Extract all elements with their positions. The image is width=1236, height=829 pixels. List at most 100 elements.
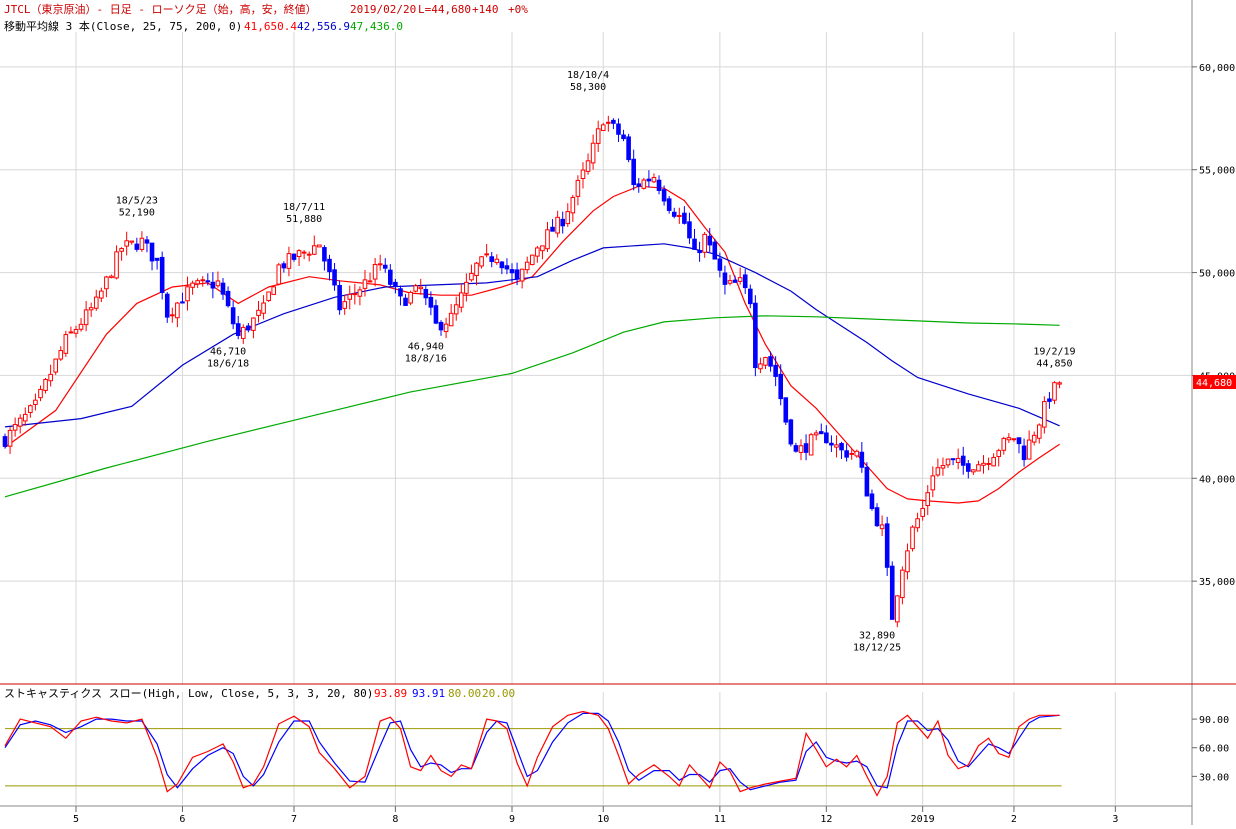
candle-body <box>311 245 317 255</box>
xtick-label: 3 <box>1112 814 1118 825</box>
candle-body <box>813 432 819 436</box>
stoch-header: ストキャスティクス スロー(High, Low, Close, 5, 3, 3,… <box>4 687 515 700</box>
annotation-label: 58,300 <box>570 82 606 93</box>
candle-body <box>357 289 363 297</box>
candle-body <box>737 277 743 282</box>
candle-body <box>433 305 439 324</box>
candle-body <box>514 269 520 280</box>
candle-body <box>362 279 368 289</box>
candle-body <box>966 463 971 472</box>
candle-body <box>986 462 991 465</box>
candle-body <box>301 251 307 254</box>
candle-body <box>489 256 495 262</box>
candle-body <box>884 523 890 568</box>
candle-body <box>418 286 424 290</box>
candle-body <box>337 285 342 311</box>
stoch-ytick-label: 30.00 <box>1199 772 1229 783</box>
candle-body <box>747 288 753 305</box>
chart-header: JTCL（東京原油）- 日足 - ローソク足（始，高，安，終値） 2019/02… <box>4 2 528 33</box>
candle-body <box>824 432 829 444</box>
candle-body <box>448 312 454 327</box>
candle-body <box>251 317 256 331</box>
candle-body <box>900 569 905 599</box>
candle-body <box>220 282 226 295</box>
xtick-label: 2019 <box>911 814 935 825</box>
candle-body <box>377 263 383 266</box>
candle-body <box>474 262 479 277</box>
candle-body <box>677 214 682 217</box>
candle-body <box>104 276 109 290</box>
candle-body <box>1036 424 1042 439</box>
candle-body <box>73 328 79 334</box>
candle-body <box>291 253 297 260</box>
candle-body <box>905 550 910 573</box>
candle-body <box>164 293 170 318</box>
candle-body <box>459 292 464 308</box>
candle-body <box>499 261 505 269</box>
candle-body <box>195 280 200 285</box>
candle-body <box>925 492 931 506</box>
candle-body <box>119 248 124 252</box>
candle-body <box>616 123 621 135</box>
candle-body <box>281 263 287 269</box>
candle-body <box>17 417 23 427</box>
candle-body <box>793 445 799 452</box>
candle-body <box>317 244 322 248</box>
candle-body <box>225 290 231 307</box>
candle-body <box>1047 398 1052 402</box>
candle-body <box>1001 437 1007 451</box>
candle-body <box>763 356 768 366</box>
annotation-label: 52,190 <box>119 208 155 219</box>
candle-body <box>585 160 591 172</box>
candle-body <box>413 285 418 292</box>
candle-body <box>611 119 616 124</box>
stoch-ytick-label: 90.00 <box>1199 715 1229 726</box>
candle-body <box>129 240 135 243</box>
candle-body <box>859 451 865 468</box>
candle-body <box>256 309 261 316</box>
candle-body <box>327 258 332 273</box>
candle-body <box>895 595 900 623</box>
candle-body <box>504 265 510 270</box>
candle-body <box>829 442 834 446</box>
candle-body <box>626 136 631 161</box>
candle-body <box>646 178 652 182</box>
candle-body <box>347 293 353 300</box>
candle-body <box>981 462 986 466</box>
candle-body <box>109 275 114 279</box>
candle-body <box>210 281 216 289</box>
xtick-label: 11 <box>714 814 726 825</box>
candle-body <box>560 218 566 227</box>
xtick-label: 9 <box>509 814 515 825</box>
annotation-label: 44,850 <box>1036 359 1072 370</box>
candle-body <box>945 458 951 466</box>
annotation-label: 18/7/11 <box>283 202 325 213</box>
candle-body <box>296 250 302 257</box>
candle-body <box>1031 434 1037 443</box>
candle-body <box>372 264 378 280</box>
candle-body <box>428 296 434 308</box>
candle-body <box>818 431 824 435</box>
candle-body <box>469 272 474 281</box>
candle-body <box>1016 437 1022 445</box>
candle-body <box>651 176 657 183</box>
ytick-label: 55,000 <box>1199 166 1235 177</box>
candle-body <box>682 212 687 224</box>
candle-body <box>388 269 393 285</box>
candle-body <box>590 142 596 164</box>
candle-body <box>753 302 758 369</box>
candle-body <box>849 452 854 455</box>
candle-body <box>889 565 895 620</box>
candle-body <box>788 419 794 445</box>
candle-body <box>768 356 773 367</box>
candle-body <box>1057 382 1062 385</box>
candle-body <box>33 399 38 406</box>
candle-body <box>240 326 246 339</box>
stoch-line-d <box>4 712 1060 791</box>
candle-body <box>185 286 190 302</box>
candle-body <box>529 254 535 266</box>
candle-body <box>930 475 936 491</box>
candle-body <box>43 378 48 391</box>
